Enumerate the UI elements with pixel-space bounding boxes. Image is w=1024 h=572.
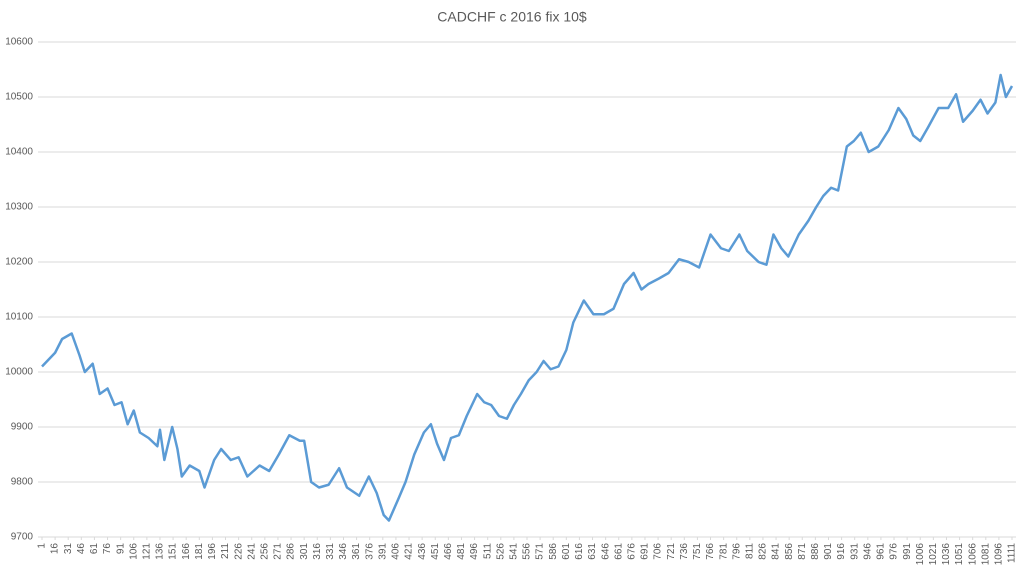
- x-tick-label: 1021: [928, 543, 939, 566]
- y-tick-label: 10000: [5, 367, 33, 378]
- y-tick-label: 10600: [5, 37, 33, 48]
- x-tick-label: 376: [364, 543, 375, 560]
- x-tick-label: 226: [233, 543, 244, 560]
- x-tick-label: 946: [862, 543, 873, 560]
- x-tick-label: 676: [627, 543, 638, 560]
- x-tick-label: 1051: [954, 543, 965, 566]
- y-tick-label: 10200: [5, 257, 33, 268]
- x-tick-label: 256: [259, 543, 270, 560]
- x-tick-label: 751: [692, 543, 703, 560]
- y-tick-label: 9700: [11, 532, 34, 543]
- x-tick-label: 721: [666, 543, 677, 560]
- x-tick-label: 496: [469, 543, 480, 560]
- x-tick-label: 16: [50, 543, 61, 555]
- x-tick-label: 196: [207, 543, 218, 560]
- x-tick-label: 931: [849, 543, 860, 560]
- x-tick-label: 406: [391, 543, 402, 560]
- x-tick-label: 556: [522, 543, 533, 560]
- x-tick-label: 661: [613, 543, 624, 560]
- x-tick-label: 781: [718, 543, 729, 560]
- data-line: [41, 73, 1014, 522]
- x-tick-label: 451: [430, 543, 441, 560]
- x-tick-label: 436: [417, 543, 428, 560]
- x-tick-label: 511: [482, 543, 493, 559]
- x-tick-label: 886: [810, 543, 821, 560]
- x-tick-label: 151: [168, 543, 179, 560]
- x-tick-label: 811: [744, 543, 755, 559]
- x-tick-label: 691: [640, 543, 651, 560]
- x-tick-label: 526: [495, 543, 506, 560]
- y-tick-label: 9900: [11, 422, 34, 433]
- x-tick-label: 136: [155, 543, 166, 560]
- x-tick-label: 616: [574, 543, 585, 560]
- x-tick-label: 346: [338, 543, 349, 560]
- y-tick-label: 9800: [11, 477, 34, 488]
- x-tick-label: 301: [299, 543, 310, 560]
- x-tick-label: 796: [731, 543, 742, 560]
- x-tick-label: 91: [115, 543, 126, 555]
- x-tick-label: 856: [784, 543, 795, 560]
- x-tick-label: 976: [889, 543, 900, 560]
- y-tick-label: 10100: [5, 312, 33, 323]
- x-tick-label: 871: [797, 543, 808, 560]
- y-tick-label: 10300: [5, 202, 33, 213]
- x-tick-label: 916: [836, 543, 847, 560]
- x-tick-label: 121: [142, 543, 153, 560]
- y-tick-label: 10400: [5, 147, 33, 158]
- x-tick-label: 421: [404, 543, 415, 560]
- x-tick-label: 46: [76, 543, 87, 555]
- x-tick-label: 841: [771, 543, 782, 560]
- x-tick-label: 106: [128, 543, 139, 560]
- x-tick-label: 826: [758, 543, 769, 560]
- x-tick-label: 211: [220, 543, 231, 559]
- x-tick-label: 331: [325, 543, 336, 560]
- x-tick-label: 1111: [1007, 543, 1018, 563]
- x-tick-label: 271: [273, 543, 284, 560]
- x-tick-label: 286: [286, 543, 297, 560]
- x-tick-label: 601: [561, 543, 572, 560]
- x-tick-label: 901: [823, 543, 834, 560]
- y-tick-label: 10500: [5, 92, 33, 103]
- x-tick-label: 76: [102, 543, 113, 555]
- x-tick-label: 736: [679, 543, 690, 560]
- chart-title: CADCHF с 2016 fix 10$: [437, 9, 587, 25]
- x-tick-label: 766: [705, 543, 716, 560]
- x-tick-label: 166: [181, 543, 192, 560]
- x-tick-label: 1066: [967, 543, 978, 566]
- x-tick-label: 31: [63, 543, 74, 555]
- x-tick-label: 571: [535, 543, 546, 560]
- x-tick-label: 1: [37, 543, 48, 549]
- x-tick-label: 631: [587, 543, 598, 560]
- x-tick-label: 61: [89, 543, 100, 555]
- x-tick-label: 706: [653, 543, 664, 560]
- x-tick-label: 1006: [915, 543, 926, 566]
- x-tick-label: 586: [548, 543, 559, 560]
- x-tick-label: 541: [509, 543, 520, 560]
- x-tick-label: 646: [600, 543, 611, 560]
- x-tick-label: 481: [456, 543, 467, 560]
- x-tick-label: 316: [312, 543, 323, 560]
- x-tick-label: 466: [443, 543, 454, 560]
- x-tick-label: 961: [876, 543, 887, 560]
- x-tick-label: 361: [351, 543, 362, 560]
- x-tick-label: 241: [246, 543, 257, 560]
- x-tick-label: 181: [194, 543, 205, 560]
- x-tick-label: 1036: [941, 543, 952, 566]
- x-tick-label: 991: [902, 543, 913, 560]
- x-tick-label: 1081: [980, 543, 991, 566]
- x-tick-label: 1096: [994, 543, 1005, 566]
- x-tick-label: 391: [377, 543, 388, 560]
